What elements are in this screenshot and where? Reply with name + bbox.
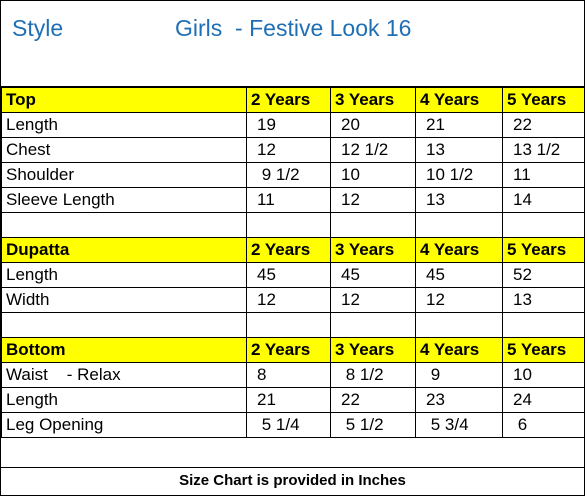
section-title: Dupatta <box>1 237 247 263</box>
measurement-cell: 13 <box>502 287 584 313</box>
size-table: Top 2 Years 3 Years 4 Years 5 Years Length 19 2… <box>1 87 584 438</box>
measurement-cell: 20 <box>330 112 416 138</box>
row-label: Shoulder <box>1 162 247 188</box>
blank-cell <box>330 312 416 338</box>
blank-cell <box>246 212 331 238</box>
table-row: Shoulder 9 1/2 10 10 1/2 11 <box>1 162 584 188</box>
measurement-cell: 12 <box>330 287 416 313</box>
measurement-cell: 13 <box>415 137 503 163</box>
age-column-header: 4 Years <box>415 337 503 363</box>
measurement-cell: 5 1/4 <box>246 412 331 438</box>
blank-cell <box>415 212 503 238</box>
section-title: Top <box>1 87 247 113</box>
blank-row <box>1 212 584 238</box>
measurement-cell: 45 <box>246 262 331 288</box>
age-column-header: 2 Years <box>246 337 331 363</box>
measurement-cell: 19 <box>246 112 331 138</box>
measurement-cell: 12 <box>330 187 416 213</box>
table-row: Width 12 12 12 13 <box>1 287 584 313</box>
age-column-header: 2 Years <box>246 87 331 113</box>
row-label: Length <box>1 387 247 413</box>
measurement-cell: 22 <box>502 112 584 138</box>
section-header-dupatta: Dupatta 2 Years 3 Years 4 Years 5 Years <box>1 237 584 263</box>
measurement-cell: 9 1/2 <box>246 162 331 188</box>
age-column-header: 4 Years <box>415 87 503 113</box>
measurement-cell: 8 <box>246 362 331 388</box>
measurement-cell: 10 1/2 <box>415 162 503 188</box>
section-header-top: Top 2 Years 3 Years 4 Years 5 Years <box>1 87 584 113</box>
row-label: Leg Opening <box>1 412 247 438</box>
measurement-cell: 12 <box>246 287 331 313</box>
table-row: Sleeve Length 11 12 13 14 <box>1 187 584 213</box>
measurement-cell: 11 <box>502 162 584 188</box>
section-title: Bottom <box>1 337 247 363</box>
row-label: Length <box>1 262 247 288</box>
row-label: Chest <box>1 137 247 163</box>
measurement-cell: 5 3/4 <box>415 412 503 438</box>
measurement-cell: 6 <box>502 412 584 438</box>
blank-cell <box>1 312 247 338</box>
measurement-cell: 9 <box>415 362 503 388</box>
measurement-cell: 24 <box>502 387 584 413</box>
row-label: Length <box>1 112 247 138</box>
blank-cell <box>330 212 416 238</box>
age-column-header: 5 Years <box>502 87 584 113</box>
blank-cell <box>246 312 331 338</box>
row-label: Width <box>1 287 247 313</box>
measurement-cell: 8 1/2 <box>330 362 416 388</box>
age-column-header: 5 Years <box>502 237 584 263</box>
table-row: Length 19 20 21 22 <box>1 112 584 138</box>
row-label: Waist - Relax <box>1 362 247 388</box>
measurement-cell: 13 <box>415 187 503 213</box>
blank-cell <box>502 312 584 338</box>
measurement-cell: 10 <box>502 362 584 388</box>
style-label: Style <box>12 15 64 41</box>
blank-cell <box>502 212 584 238</box>
measurement-cell: 21 <box>415 112 503 138</box>
section-header-bottom: Bottom 2 Years 3 Years 4 Years 5 Years <box>1 337 584 363</box>
age-column-header: 3 Years <box>330 237 416 263</box>
measurement-cell: 23 <box>415 387 503 413</box>
style-title: Girls - Festive Look 16 <box>175 15 412 41</box>
blank-cell <box>1 212 247 238</box>
age-column-header: 4 Years <box>415 237 503 263</box>
measurement-cell: 5 1/2 <box>330 412 416 438</box>
measurement-cell: 11 <box>246 187 331 213</box>
table-row: Chest 12 12 1/2 13 13 1/2 <box>1 137 584 163</box>
measurement-cell: 45 <box>330 262 416 288</box>
age-column-header: 3 Years <box>330 87 416 113</box>
footer-note: Size Chart is provided in Inches <box>1 467 584 495</box>
measurement-cell: 52 <box>502 262 584 288</box>
table-row: Length 45 45 45 52 <box>1 262 584 288</box>
measurement-cell: 22 <box>330 387 416 413</box>
blank-cell <box>415 312 503 338</box>
table-row: Length 21 22 23 24 <box>1 387 584 413</box>
measurement-cell: 10 <box>330 162 416 188</box>
age-column-header: 3 Years <box>330 337 416 363</box>
age-column-header: 5 Years <box>502 337 584 363</box>
row-label: Sleeve Length <box>1 187 247 213</box>
measurement-cell: 12 <box>246 137 331 163</box>
blank-row <box>1 312 584 338</box>
age-column-header: 2 Years <box>246 237 331 263</box>
measurement-cell: 12 <box>415 287 503 313</box>
table-row: Waist - Relax 8 8 1/2 9 10 <box>1 362 584 388</box>
measurement-cell: 14 <box>502 187 584 213</box>
header: Style Girls - Festive Look 16 <box>1 1 584 87</box>
measurement-cell: 13 1/2 <box>502 137 584 163</box>
table-row: Leg Opening 5 1/4 5 1/2 5 3/4 6 <box>1 412 584 438</box>
measurement-cell: 45 <box>415 262 503 288</box>
measurement-cell: 12 1/2 <box>330 137 416 163</box>
measurement-cell: 21 <box>246 387 331 413</box>
